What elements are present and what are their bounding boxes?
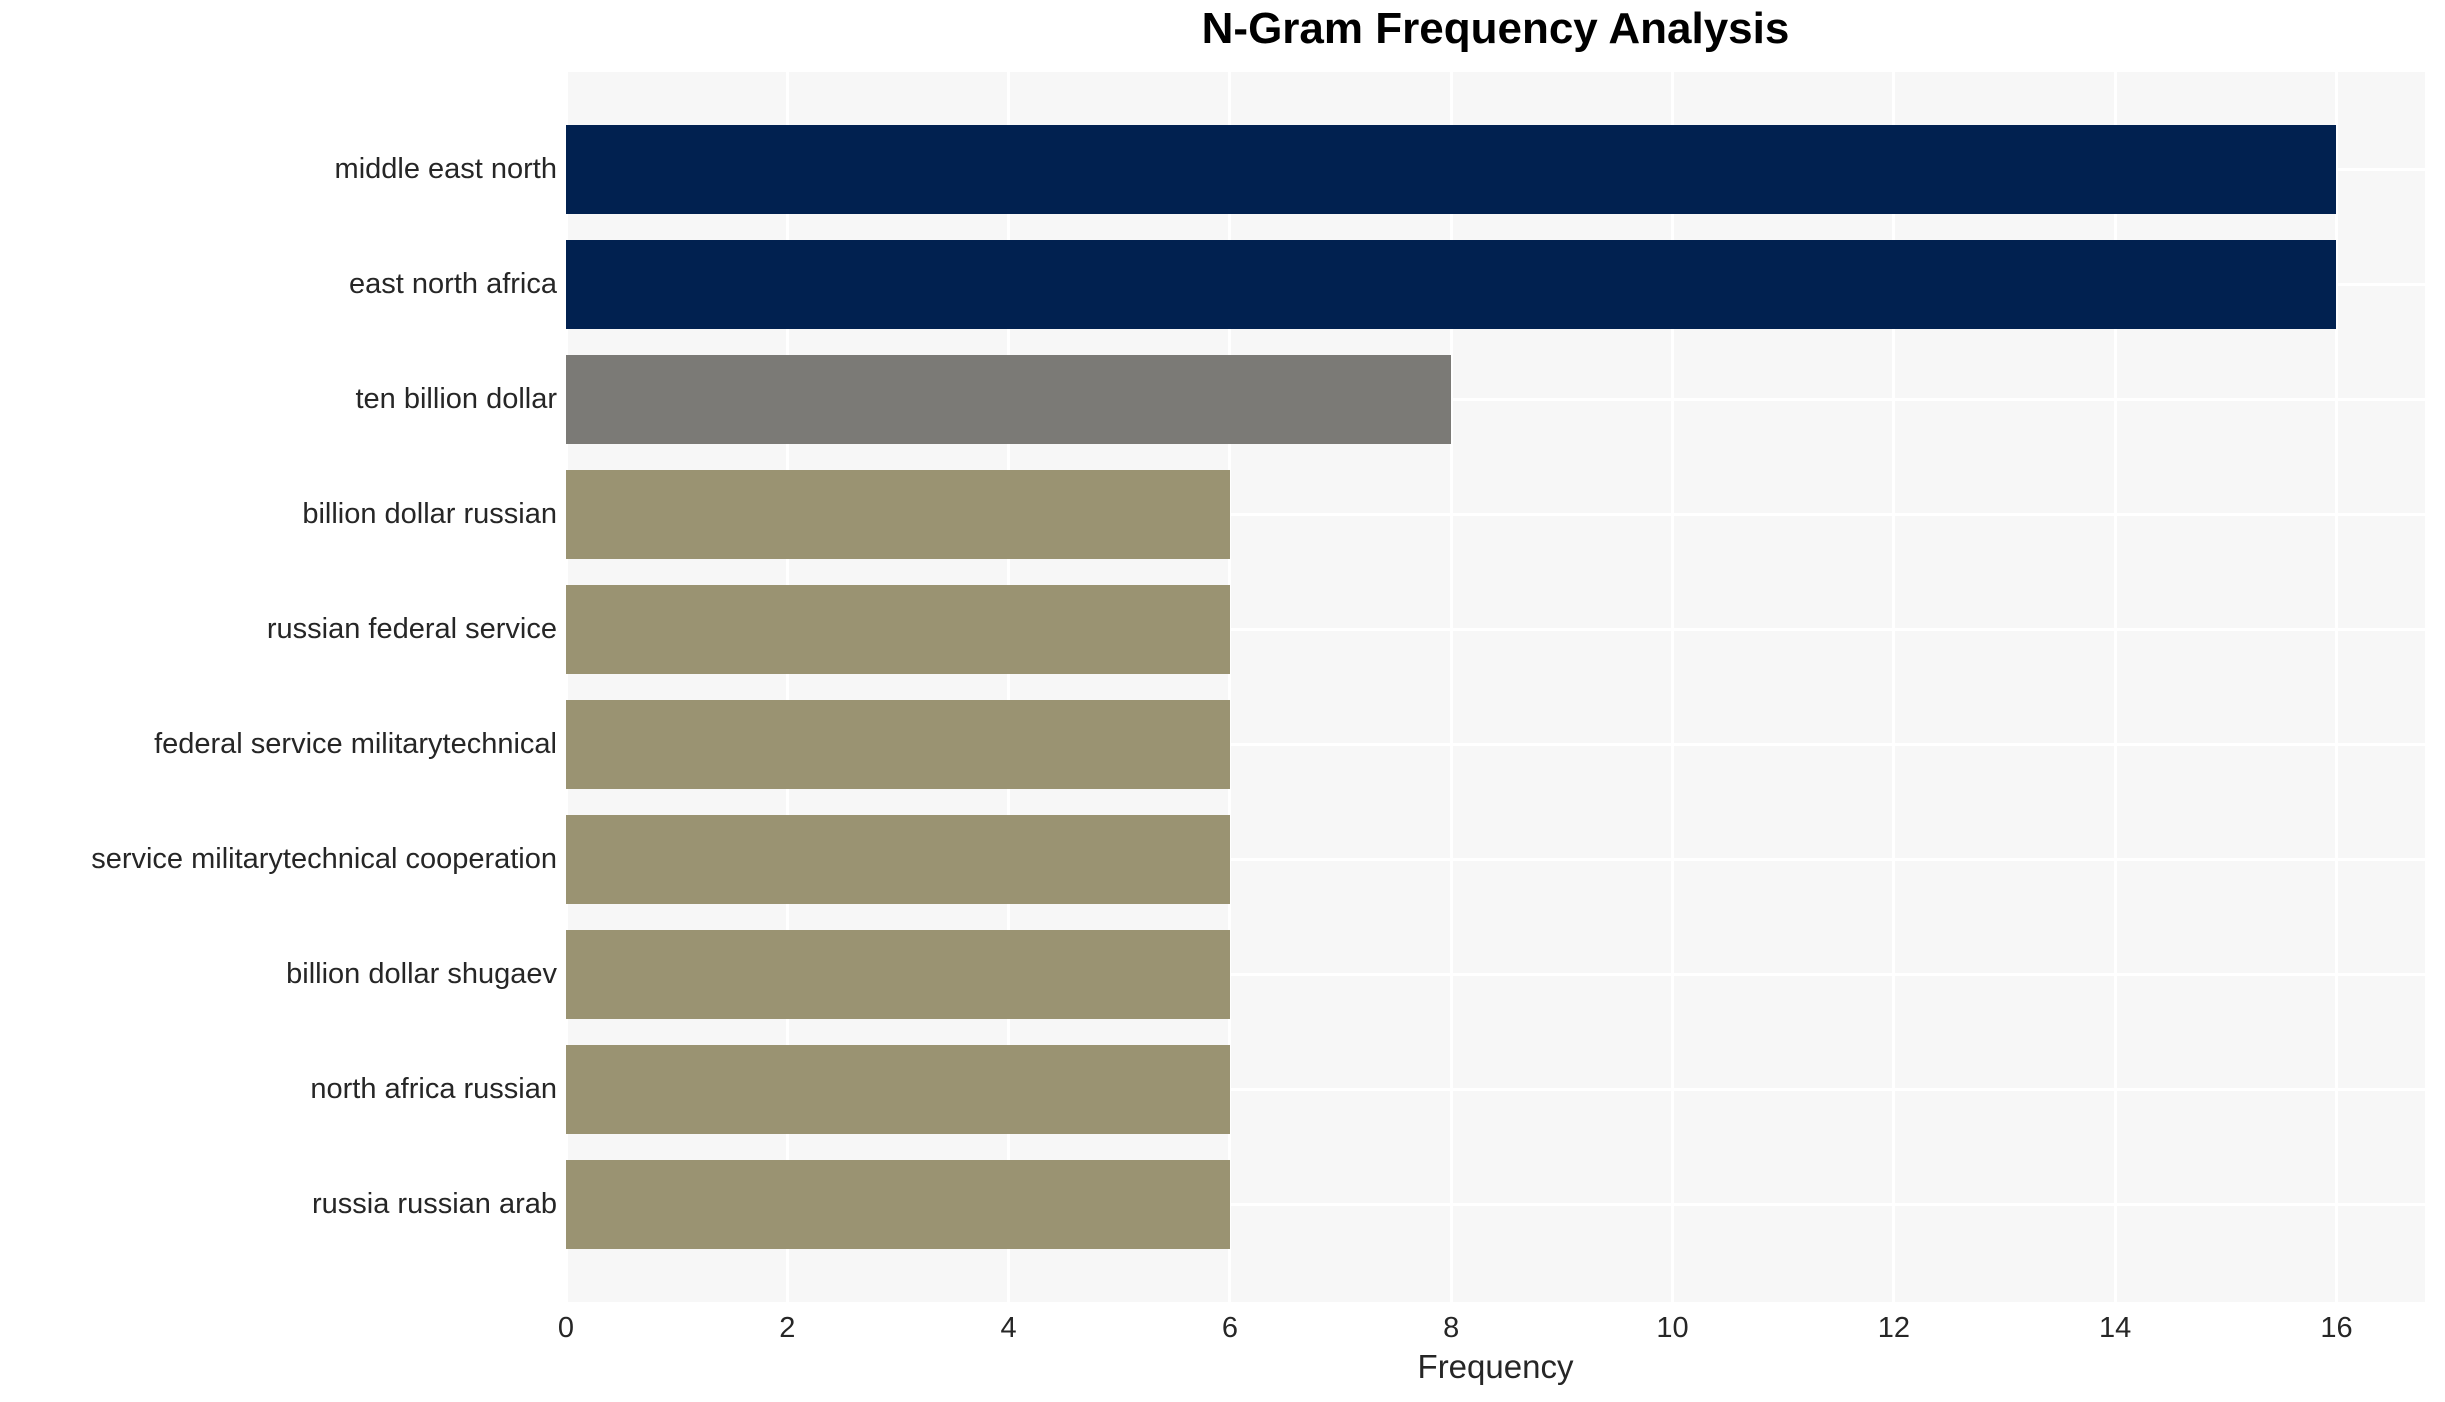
bar-east-north-africa [566, 240, 2337, 329]
bar-middle-east-north [566, 125, 2337, 214]
y-tick-label: middle east north [334, 153, 557, 185]
y-gridline [566, 513, 2425, 516]
y-tick-label: federal service militarytechnical [154, 728, 557, 760]
x-gridline [785, 72, 789, 1302]
y-tick-label: north africa russian [310, 1073, 557, 1105]
y-tick-label: russia russian arab [312, 1188, 557, 1220]
bar-north-africa-russian [566, 1045, 1230, 1134]
y-gridline [566, 398, 2425, 401]
bar-russia-russian-arab [566, 1160, 1230, 1249]
x-gridline [1449, 72, 1453, 1302]
x-tick-label: 12 [1877, 1312, 1910, 1344]
y-tick-label: east north africa [349, 268, 557, 300]
x-gridline [1007, 72, 1011, 1302]
x-gridline [2334, 72, 2338, 1302]
plot-area [566, 72, 2425, 1302]
y-gridline [566, 1088, 2425, 1091]
x-tick-label: 14 [2099, 1312, 2132, 1344]
x-gridline [1228, 72, 1232, 1302]
chart-title: N-Gram Frequency Analysis [1201, 4, 1790, 53]
y-tick-label: russian federal service [266, 613, 557, 645]
x-tick-label: 0 [557, 1312, 575, 1344]
y-gridline [566, 858, 2425, 861]
x-gridline [2113, 72, 2117, 1302]
x-tick-label: 16 [2320, 1312, 2353, 1344]
x-tick-label: 2 [779, 1312, 796, 1344]
x-tick-label: 6 [1221, 1312, 1238, 1344]
bar-ten-billion-dollar [566, 355, 1452, 444]
y-gridline [566, 1203, 2425, 1206]
y-gridline [566, 743, 2425, 746]
x-tick-label: 4 [1000, 1312, 1017, 1344]
x-gridline [1892, 72, 1896, 1302]
bar-billion-dollar-shugaev [566, 930, 1230, 1019]
x-tick-label: 8 [1443, 1312, 1460, 1344]
x-gridline [1671, 72, 1675, 1302]
bar-billion-dollar-russian [566, 470, 1230, 559]
y-tick-label: ten billion dollar [355, 383, 557, 415]
y-gridline [566, 973, 2425, 976]
x-gridline [566, 72, 568, 1302]
y-tick-label: billion dollar russian [302, 498, 557, 530]
x-axis-title: Frequency [1417, 1348, 1574, 1385]
x-tick-label: 10 [1656, 1312, 1689, 1344]
y-tick-label: billion dollar shugaev [286, 958, 557, 990]
bar-federal-service-militarytechnical [566, 700, 1230, 789]
y-tick-label: service militarytechnical cooperation [91, 843, 557, 875]
bar-russian-federal-service [566, 585, 1230, 674]
y-gridline [566, 628, 2425, 631]
bar-service-militarytechnical-cooperation [566, 815, 1230, 904]
